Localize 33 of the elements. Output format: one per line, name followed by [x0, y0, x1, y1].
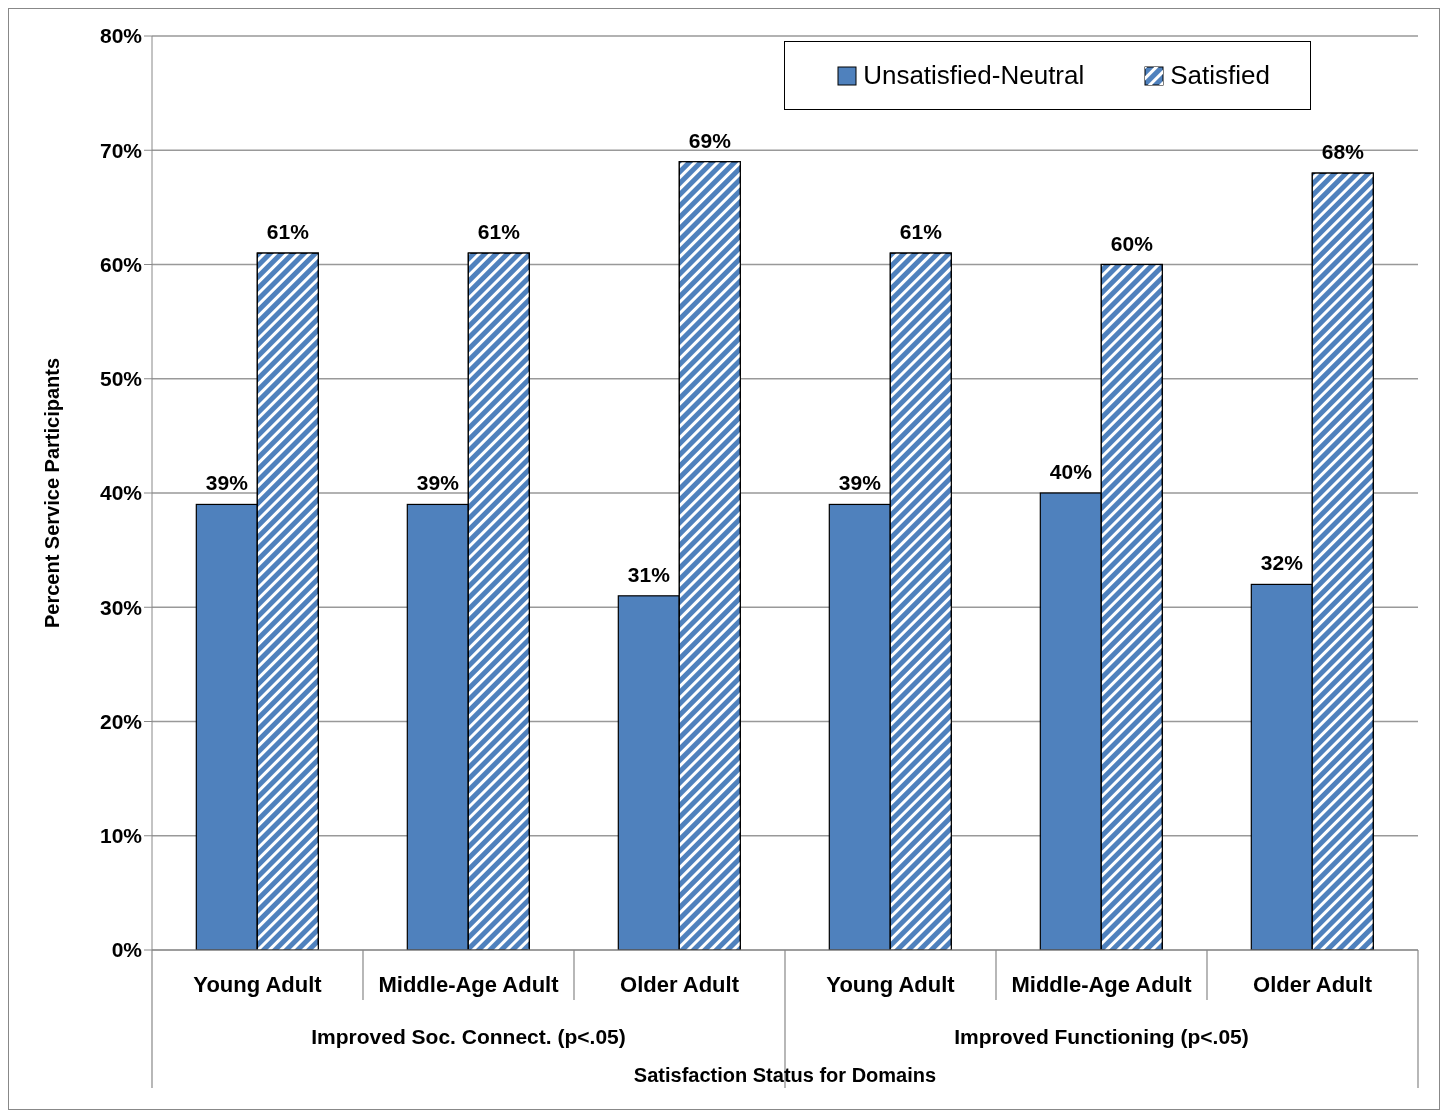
x-tick-label: Middle-Age Adult — [378, 972, 560, 997]
x-tick-label: Older Adult — [620, 972, 740, 997]
x-axis-title: Satisfaction Status for Domains — [633, 1064, 937, 1086]
y-axis-title: Percent Service Participants — [41, 357, 64, 629]
data-label: 61% — [899, 220, 943, 244]
data-label: 61% — [477, 220, 521, 244]
y-tick-label: 40% — [99, 481, 143, 505]
y-tick-label: 20% — [99, 709, 143, 733]
data-label: 69% — [688, 128, 732, 152]
legend-label: Satisfied — [1170, 60, 1270, 91]
data-label: 60% — [1110, 231, 1154, 255]
data-label: 40% — [1049, 460, 1093, 483]
data-label: 61% — [266, 220, 310, 244]
legend-label: Unsatisfied-Neutral — [863, 60, 1085, 91]
y-tick-label: 50% — [99, 367, 143, 391]
y-tick-label: 30% — [99, 595, 143, 619]
data-label: 32% — [1260, 551, 1304, 575]
y-tick-label: 80% — [99, 24, 143, 48]
x-tick-label: Older Adult — [1253, 972, 1373, 997]
y-tick-label: 60% — [99, 252, 143, 276]
x-tick-label: Middle-Age Adult — [1011, 972, 1193, 997]
x-tick-label: Young Adult — [193, 972, 323, 997]
x-tick-label: Young Adult — [826, 972, 956, 997]
data-label: 68% — [1321, 140, 1365, 164]
y-tick-label: 0% — [111, 938, 143, 962]
data-label: 39% — [416, 471, 460, 495]
text: Improved Soc. Connect. (p<.05) — [311, 1025, 626, 1048]
data-label: 39% — [205, 471, 249, 495]
data-label: 31% — [627, 562, 671, 586]
data-label: 39% — [838, 471, 882, 495]
y-tick-label: 10% — [99, 824, 143, 848]
y-tick-label: 70% — [99, 138, 143, 162]
text: Improved Functioning (p<.05) — [954, 1025, 1249, 1048]
